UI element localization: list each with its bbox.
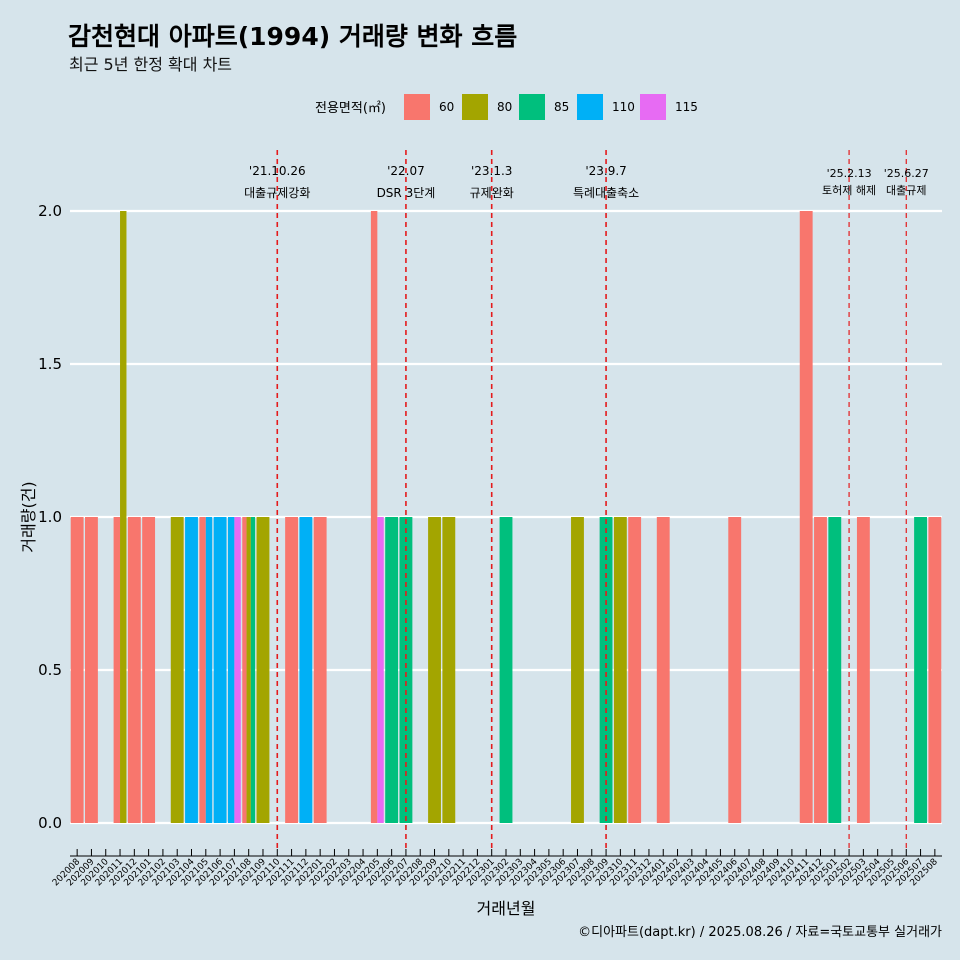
event-label: 토허제 해제	[822, 183, 876, 197]
event-label: 특례대출축소	[573, 186, 639, 200]
bar-202011-80	[120, 211, 127, 823]
y-tick-label: 2.0	[38, 202, 62, 220]
bar-202103-80	[170, 517, 184, 823]
bar-202206-85	[385, 517, 399, 823]
bar-202307-80	[571, 517, 584, 823]
legend-swatch-110	[577, 94, 603, 120]
bar-202108-60	[242, 517, 247, 823]
event-label: DSR 3단계	[377, 186, 436, 200]
event-date: '23.1.3	[471, 164, 512, 178]
legend-swatch-80	[462, 94, 488, 120]
bar-202507-85	[914, 517, 927, 823]
y-axis: 0.0 0.5 1.0 1.5 2.0	[38, 202, 62, 832]
chart-title: 감천현대 아파트(1994) 거래량 변화 흐름	[68, 22, 517, 51]
bar-202309-85	[599, 517, 613, 823]
bar-202101-60	[142, 517, 156, 823]
bar-202008-60	[70, 517, 84, 823]
bar-202112-110	[299, 517, 313, 823]
bar-202111-60	[285, 517, 299, 823]
bar-202107-110	[227, 517, 235, 823]
bar-202106-110	[213, 517, 227, 823]
bar-202105-110	[205, 517, 213, 823]
bar-202009-60	[85, 517, 98, 823]
x-axis-title: 거래년월	[477, 899, 536, 918]
bar-202406-60	[728, 517, 742, 823]
bar-202210-80	[442, 517, 456, 823]
event-label: 대출규제강화	[244, 186, 310, 200]
chart-subtitle: 최근 5년 한정 확대 차트	[69, 55, 232, 74]
bar-202205-115	[377, 517, 384, 823]
bar-202012-60	[127, 517, 141, 823]
bar-202011-60	[113, 517, 121, 823]
legend: 전용면적(㎡) 60 80 85 110 115	[315, 94, 698, 120]
x-axis: 2020082020092020102020112020122021012021…	[51, 849, 942, 888]
legend-label-60: 60	[439, 100, 454, 114]
bar-202209-80	[428, 517, 441, 823]
bar-202310-80	[613, 517, 627, 823]
event-date: '25.6.27	[884, 167, 929, 180]
bars	[70, 211, 942, 823]
caption: ©디아파트(dapt.kr) / 2025.08.26 / 자료=국토교통부 실…	[578, 925, 942, 940]
bar-202411-60	[799, 211, 813, 823]
legend-title: 전용면적(㎡)	[315, 101, 386, 116]
bar-202205-60	[370, 211, 378, 823]
event-label: 대출규제	[886, 184, 926, 197]
bar-202412-60	[814, 517, 827, 823]
bar-202201-60	[313, 517, 327, 823]
y-tick-label: 0.5	[38, 661, 62, 679]
y-axis-title: 거래량(건)	[19, 481, 38, 552]
event-date: '23.9.7	[585, 164, 626, 178]
bar-202105-60	[199, 517, 206, 823]
bar-202503-60	[856, 517, 870, 823]
bar-202108-85	[250, 517, 256, 823]
bar-202108-80	[246, 517, 251, 823]
legend-swatch-85	[519, 94, 545, 120]
bar-202104-110	[185, 517, 198, 823]
bar-202109-80	[256, 517, 270, 823]
y-tick-label: 1.0	[38, 508, 62, 526]
bar-202107-115	[234, 517, 241, 823]
event-date: '21.10.26	[249, 164, 306, 178]
bar-202401-60	[656, 517, 670, 823]
bar-202302-85	[499, 517, 513, 823]
event-label: 규제완화	[470, 186, 514, 200]
event-date: '22.07	[387, 164, 425, 178]
bar-202508-60	[928, 517, 942, 823]
bar-202207-85	[399, 517, 413, 823]
legend-label-115: 115	[675, 100, 698, 114]
legend-label-80: 80	[497, 100, 512, 114]
event-date: '25.2.13	[827, 167, 872, 180]
bar-202501-85	[828, 517, 842, 823]
legend-swatch-60	[404, 94, 430, 120]
legend-label-85: 85	[554, 100, 569, 114]
y-tick-label: 0.0	[38, 814, 62, 832]
legend-label-110: 110	[612, 100, 635, 114]
annotations: '21.10.26 대출규제강화 '22.07 DSR 3단계 '23.1.3 규제완화 '…	[244, 150, 929, 850]
legend-swatch-115	[640, 94, 666, 120]
y-tick-label: 1.5	[38, 355, 62, 373]
bar-202311-60	[628, 517, 642, 823]
